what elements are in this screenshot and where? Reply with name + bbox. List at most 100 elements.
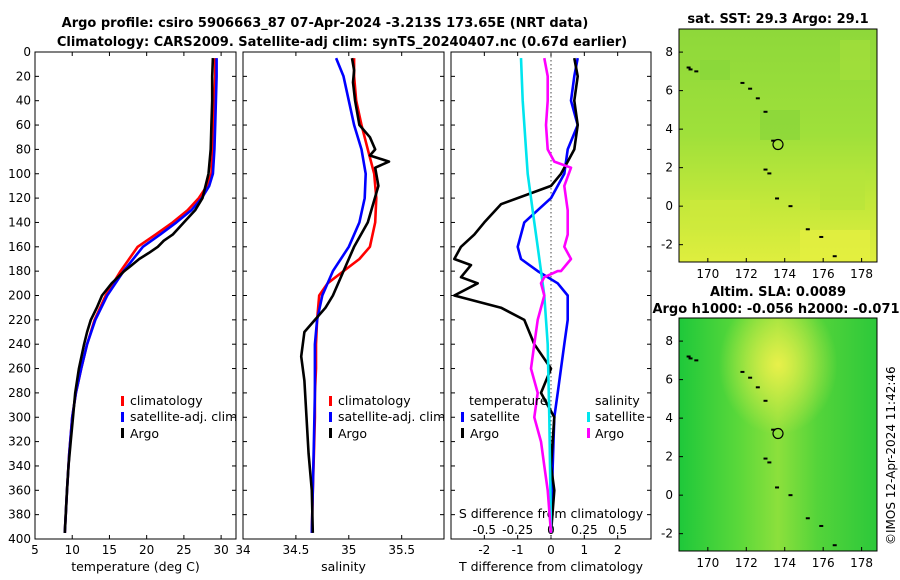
island-marker: [694, 70, 699, 73]
xtick-label: -2: [478, 543, 490, 557]
sst-map-title: sat. SST: 29.3 Argo: 29.1: [687, 12, 868, 27]
sal-legend-swatch-climatology: [329, 396, 332, 406]
island-marker: [694, 359, 699, 362]
island-marker: [755, 386, 760, 389]
ytick-label: 340: [8, 459, 31, 473]
map-ytick-label: 8: [665, 334, 673, 348]
island-marker: [763, 168, 768, 171]
map-ytick-label: -2: [661, 238, 673, 252]
x2tick-label: 0.5: [608, 523, 627, 537]
temperature-xlabel: temperature (deg C): [71, 559, 200, 574]
ytick-label: 120: [8, 191, 31, 205]
map-xtick-label: 176: [812, 267, 835, 281]
ytick-label: 80: [16, 142, 31, 156]
figure-title-line2: Climatology: CARS2009. Satellite-adj cli…: [57, 35, 627, 50]
island-marker: [763, 399, 768, 402]
map-xtick-label: 172: [735, 556, 758, 570]
sla-map-title-line1: Altim. SLA: 0.0089: [710, 285, 846, 300]
sal-legend-climatology: climatology: [338, 393, 411, 408]
sal-legend-satellite: satellite-adj. clim: [338, 409, 445, 424]
xtick-label: -1: [512, 543, 524, 557]
argo-position-marker: [772, 427, 784, 440]
timestamp: ©IMOS 12-Apr-2024 11:42:46: [884, 366, 898, 545]
map-ytick-label: 2: [665, 450, 673, 464]
sst-map-texture: [690, 40, 870, 262]
island-marker: [688, 68, 693, 71]
ytick-label: 300: [8, 410, 31, 424]
salinity-xlabel: salinity: [321, 559, 366, 574]
island-marker: [688, 357, 693, 360]
difference-plot: -2 -1 0 1 2 T difference from climatology -0.5…: [450, 51, 652, 574]
map-ytick-label: 4: [665, 411, 673, 425]
salinity-plot: 34 34.5 35 35.5 salinity: [235, 51, 445, 574]
temperature-axes-frame: [34, 51, 237, 540]
ytick-label: 60: [16, 118, 31, 132]
map-xtick-label: 172: [735, 267, 758, 281]
series-satellite-adj-clim: [310, 57, 368, 533]
island-marker: [767, 461, 772, 464]
diff-legend-sal-argo: Argo: [595, 426, 624, 441]
diff-legend-salinity-heading: salinity: [595, 393, 640, 408]
island-marker: [740, 81, 745, 84]
ytick-label: 220: [8, 313, 31, 327]
xtick-label: 1: [581, 543, 589, 557]
map-xtick-label: 174: [773, 556, 796, 570]
island-marker: [832, 544, 837, 547]
xtick-label: 35: [341, 543, 356, 557]
map-xtick-label: 170: [696, 267, 719, 281]
series-argo: [63, 58, 215, 533]
map-xtick-label: 174: [773, 267, 796, 281]
xtick-label: 34.5: [283, 543, 310, 557]
temp-legend-argo: Argo: [130, 426, 159, 441]
island-marker: [775, 486, 780, 489]
sst-map-plot: 170 172 174 176 178 -2 0 2 4 6 8: [661, 28, 878, 281]
map-xtick-label: 178: [850, 267, 873, 281]
island-marker: [755, 97, 760, 100]
map-xtick-label: 176: [812, 556, 835, 570]
island-marker: [819, 524, 824, 527]
ytick-label: 240: [8, 337, 31, 351]
xtick-label: 15: [102, 543, 117, 557]
ytick-label: 360: [8, 483, 31, 497]
ytick-label: 180: [8, 264, 31, 278]
xtick-label: 10: [65, 543, 80, 557]
salinity-axes-frame: [242, 51, 445, 540]
diff-legend-temp-satellite: satellite: [470, 409, 520, 424]
map-ytick-label: -2: [661, 527, 673, 541]
temp-legend-climatology: climatology: [130, 393, 203, 408]
island-marker: [686, 355, 691, 358]
diff-legend-sal-satellite: satellite: [595, 409, 645, 424]
map-ytick-label: 0: [665, 199, 673, 213]
x2tick-label: -0.5: [473, 523, 496, 537]
sla-map-highlight: [679, 318, 877, 551]
diff-legend-temp-argo: Argo: [470, 426, 499, 441]
island-marker: [832, 255, 837, 258]
island-marker: [819, 235, 824, 238]
xtick-label: 20: [139, 543, 154, 557]
x2tick-label: -0.25: [502, 523, 533, 537]
diff-legend-swatch-sal-satellite: [587, 412, 590, 422]
temp-legend-swatch-satellite: [121, 412, 124, 422]
altimetry-sla-map-frame: [678, 317, 878, 552]
map-ytick-label: 6: [665, 373, 673, 387]
ytick-label: 380: [8, 508, 31, 522]
ytick-label: 40: [16, 94, 31, 108]
island-marker: [771, 428, 776, 431]
sla-map-title-line2: Argo h1000: -0.056 h2000: -0.071: [652, 302, 899, 317]
island-marker: [805, 517, 810, 520]
temperature-plot: 0 20 40 60 80 100 120 140 160 180 200 220 240 260 280 3…: [8, 45, 237, 574]
island-marker: [686, 66, 691, 69]
xtick-label: 34: [235, 543, 250, 557]
island-marker: [805, 228, 810, 231]
ytick-label: 400: [8, 532, 31, 546]
diff-legend-swatch-temp-argo: [461, 428, 464, 438]
xtick-label: 35.5: [388, 543, 415, 557]
xtick-label: 25: [176, 543, 191, 557]
ytick-label: 0: [23, 45, 31, 59]
map-ytick-label: 8: [665, 45, 673, 59]
map-ytick-label: 6: [665, 84, 673, 98]
map-xtick-label: 170: [696, 556, 719, 570]
diff-legend-temperature-heading: temperature: [469, 393, 548, 408]
temp-legend-satellite: satellite-adj. clim: [130, 409, 237, 424]
sla-map-plot: 170 172 174 176 178 -2 0 2 4 6 8: [661, 317, 878, 570]
